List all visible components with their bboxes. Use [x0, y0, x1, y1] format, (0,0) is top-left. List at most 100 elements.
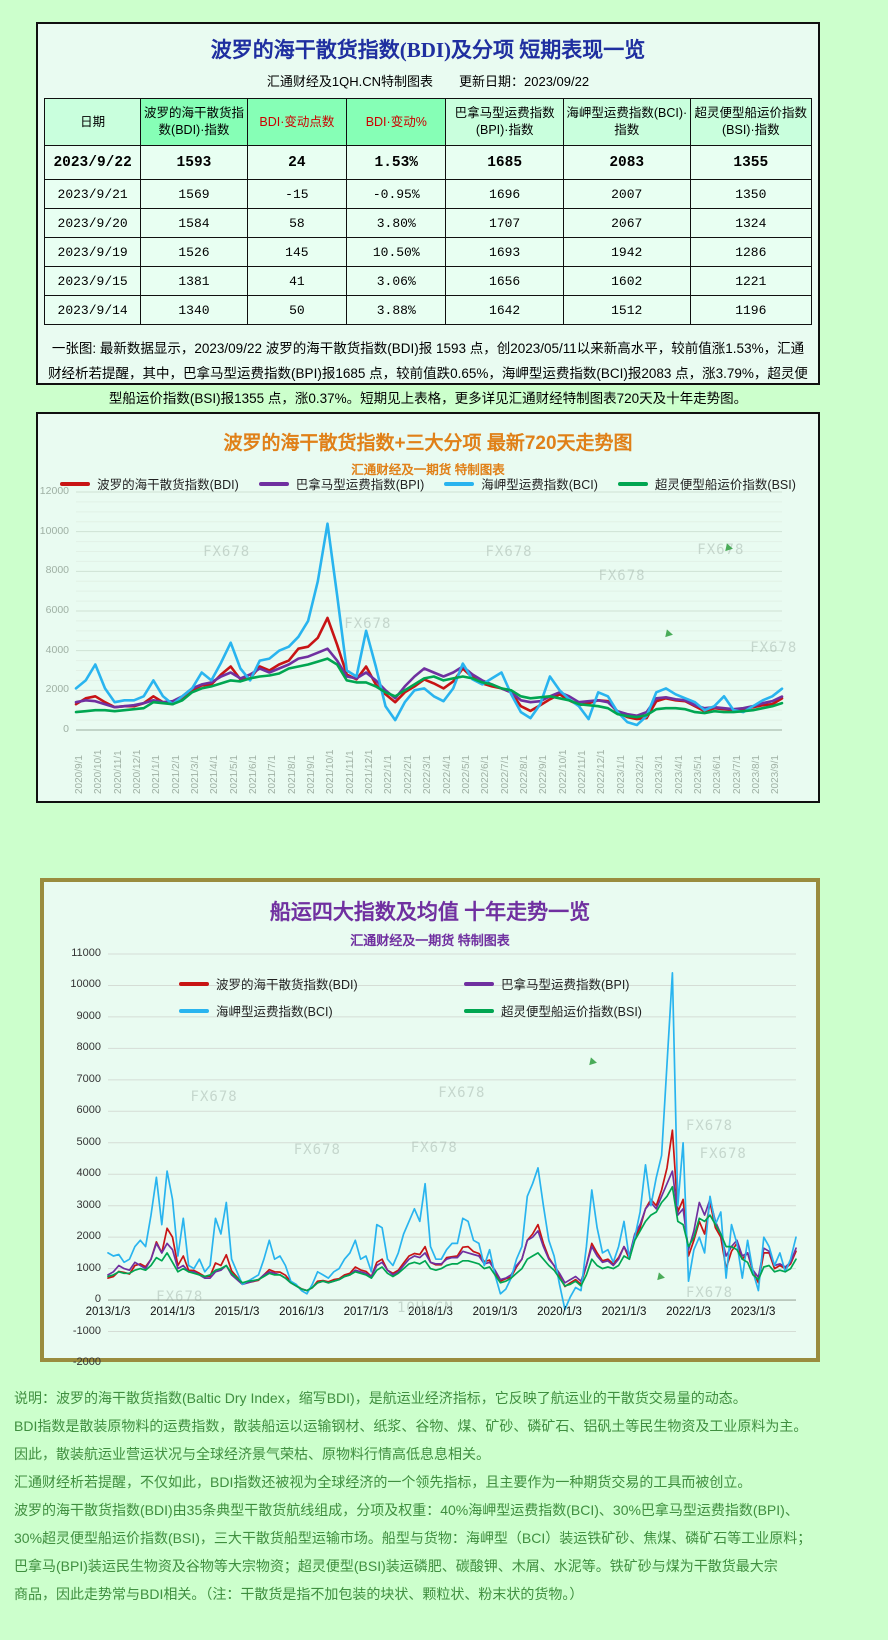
- watermark: FX678: [598, 568, 646, 585]
- y-axis-tick-label: 7000: [76, 1072, 101, 1085]
- x-axis-tick-label: 2023/9/1: [770, 755, 782, 794]
- chart-720d-subtitle: 汇通财经及一期货 特制图表: [351, 463, 505, 477]
- y-axis-tick-label: 10000: [39, 524, 69, 537]
- x-axis-tick-label: 2018/1/3: [408, 1306, 453, 1319]
- watermark: FX678: [697, 541, 745, 558]
- table-cell: 1350: [689, 179, 813, 209]
- table-column-header: 巴拿马型运费指数(BPI)·指数: [445, 98, 564, 146]
- table-cell: 145: [246, 237, 348, 267]
- legend-label: 波罗的海干散货指数(BDI): [216, 978, 358, 992]
- watermark: FX678: [203, 544, 251, 561]
- watermark: FX678: [699, 1146, 747, 1163]
- table-cell: 1685: [445, 145, 564, 180]
- x-axis-tick-label: 2023/8/1: [750, 755, 762, 794]
- y-axis-tick-label: 2000: [76, 1230, 101, 1243]
- watermark: FX678: [685, 1285, 734, 1302]
- x-axis-tick-label: 2015/1/3: [214, 1306, 260, 1319]
- y-axis-tick-label: 1000: [76, 1261, 101, 1274]
- y-axis-tick-label: 8000: [76, 1041, 101, 1054]
- y-axis-tick-label: 11000: [71, 947, 101, 959]
- chart-720d-canvas: [74, 491, 784, 731]
- x-axis-tick-label: 2020/12/1: [132, 749, 144, 795]
- table-cell: 1693: [445, 237, 564, 267]
- legend-item: 超灵便型船运价指数(BSI): [464, 1001, 749, 1020]
- table-cell: 2023/9/20: [43, 208, 142, 238]
- x-axis-tick-label: 2020/11/1: [112, 750, 124, 794]
- table-column-header: 日期: [43, 98, 142, 146]
- legend-swatch: [464, 1008, 494, 1013]
- table-cell: 2023/9/21: [43, 179, 142, 209]
- table-body: 2023/9/22 1593 24 1.53% 1685 2083 1355 2023/9/2…: [43, 145, 813, 325]
- y-axis-tick-label: 0: [94, 1293, 101, 1306]
- watermark: 1QH.CN: [396, 1299, 454, 1316]
- x-axis-tick-label: 2021/12/1: [364, 749, 376, 795]
- table-cell: 2007: [562, 179, 691, 209]
- x-axis-tick-label: 2016/1/3: [279, 1306, 324, 1319]
- x-axis-tick-label: 2023/1/3: [730, 1306, 776, 1319]
- y-axis-tick-label: 10000: [70, 978, 101, 991]
- table-cell: 2083: [562, 145, 691, 180]
- table-header-row: 日期 波罗的海干散货指数(BDI)·指数 BDI·变动点数 BDI·变动% 巴拿马型运费…: [43, 98, 813, 146]
- x-axis-tick-label: 2021/1/1: [151, 755, 163, 794]
- chart-10y-subtitle: 汇通财经及一期货 特制图表: [350, 933, 510, 948]
- table-cell: 1569: [140, 179, 248, 209]
- x-axis-tick-label: 2021/11/1: [344, 750, 356, 794]
- x-axis-tick-label: 2020/10/1: [93, 749, 105, 795]
- x-axis-tick-label: 2014/1/3: [150, 1306, 195, 1319]
- legend-item: 巴拿马型运费指数(BPI): [464, 974, 749, 993]
- table-cell: 10.50%: [346, 237, 447, 267]
- x-axis-tick-label: 2023/5/1: [692, 755, 704, 794]
- x-axis-tick-label: 2023/7/1: [731, 755, 743, 794]
- legend-swatch: [60, 481, 91, 486]
- table-cell: 1381: [140, 266, 248, 296]
- legend-item: 波罗的海干散货指数(BDI): [179, 974, 464, 993]
- legend-swatch: [617, 481, 648, 486]
- x-axis-tick-label: 2023/4/1: [673, 755, 685, 794]
- table-cell: 3.06%: [346, 266, 447, 296]
- table-cell: 1656: [445, 266, 564, 296]
- table-column-header: 波罗的海干散货指数(BDI)·指数: [140, 98, 248, 146]
- watermark: FX678: [293, 1142, 341, 1159]
- watermark: FX678: [344, 615, 392, 632]
- table-column-header: BDI·变动%: [346, 98, 447, 146]
- x-axis-tick-label: 2021/5/1: [228, 755, 240, 794]
- x-axis-tick-label: 2022/3/1: [422, 755, 434, 794]
- x-axis-tick-label: 2017/1/3: [343, 1306, 389, 1319]
- table-cell: 1324: [689, 208, 813, 238]
- x-axis-tick-label: 2021/2/1: [170, 755, 182, 794]
- legend-label: 海岬型运费指数(BCI): [481, 478, 598, 492]
- legend-label: 波罗的海干散货指数(BDI): [97, 478, 239, 492]
- table-cell: 1286: [689, 237, 813, 267]
- y-axis-tick-label: 6000: [76, 1104, 101, 1117]
- table-cell: 50: [246, 295, 348, 325]
- table-title: 波罗的海干散货指数(BDI)及分项 短期表现一览: [210, 38, 646, 62]
- watermark: FX678: [438, 1084, 486, 1101]
- legend-item: 巴拿马型运费指数(BPI): [258, 474, 424, 493]
- bdi-summary-panel: 波罗的海干散货指数(BDI)及分项 短期表现一览 汇通财经及1QH.CN特制图表…: [36, 22, 820, 406]
- watermark: FX678: [410, 1140, 458, 1157]
- chart-10y-panel: 船运四大指数及均值 十年走势一览 汇通财经及一期货 特制图表 波罗的海干散货指数…: [40, 878, 820, 1368]
- legend-label: 海岬型运费指数(BCI): [216, 1005, 333, 1019]
- y-axis-tick-label: 4000: [76, 1167, 101, 1180]
- table-row: 2023/9/19 1526 145 10.50% 1693 1942 1286: [43, 237, 813, 267]
- table-cell: 2023/9/14: [43, 295, 142, 325]
- table-row: 2023/9/20 1584 58 3.80% 1707 2067 1324: [43, 208, 813, 238]
- y-axis-tick-label: 9000: [76, 1009, 101, 1022]
- table-cell: 1642: [445, 295, 564, 325]
- table-note: 一张图: 最新数据显示，2023/09/22 波罗的海干散货指数(BDI)报 1…: [48, 341, 808, 406]
- x-axis-tick-label: 2021/1/3: [601, 1306, 647, 1319]
- y-axis-tick-label: 4000: [45, 643, 69, 656]
- x-axis-tick-label: 2020/1/3: [537, 1306, 582, 1319]
- x-axis-tick-label: 2022/6/1: [480, 755, 492, 794]
- table-cell: 3.80%: [346, 208, 447, 238]
- table-cell: 1584: [140, 208, 248, 238]
- description-line: 商品，因此走势常与BDI相关。（注：干散货是指不加包装的块状、颗粒状、粉末状的货…: [14, 1586, 584, 1602]
- description: 说明：波罗的海干散货指数(Baltic Dry Index，缩写BDI)，是航运…: [14, 1384, 876, 1608]
- table-cell: -15: [246, 179, 348, 209]
- y-axis-tick-label: 3000: [76, 1198, 101, 1211]
- x-axis-tick-label: 2022/11/1: [576, 750, 588, 794]
- y-axis-tick-label: 0: [63, 723, 69, 735]
- x-axis-tick-label: 2022/8/1: [518, 755, 530, 794]
- chart-10y-title: 船运四大指数及均值 十年走势一览: [269, 900, 591, 924]
- y-axis-tick-label: 8000: [45, 564, 69, 577]
